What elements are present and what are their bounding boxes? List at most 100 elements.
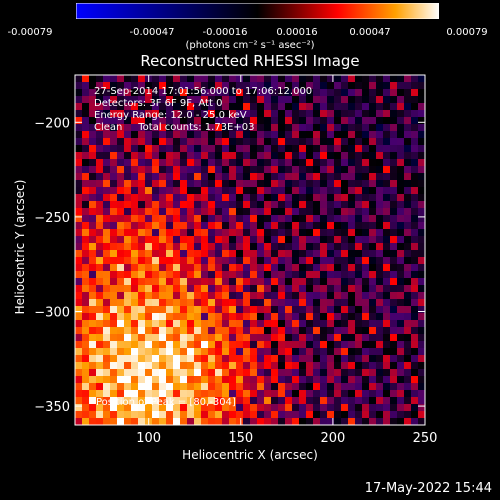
heatmap-cell xyxy=(124,243,132,251)
heatmap-cell xyxy=(348,194,356,202)
heatmap-cell xyxy=(173,404,181,412)
heatmap-cell xyxy=(362,250,370,258)
peak-position-label: Position of Peak = [80,-304] xyxy=(96,397,236,408)
heatmap-cell xyxy=(194,124,202,132)
heatmap-cell xyxy=(201,96,209,104)
heatmap-cell xyxy=(362,243,370,251)
heatmap-cell xyxy=(404,82,412,90)
heatmap-cell xyxy=(180,285,188,293)
heatmap-cell xyxy=(264,285,272,293)
heatmap-cell xyxy=(341,166,349,174)
heatmap-cell xyxy=(418,173,426,181)
heatmap-cell xyxy=(306,383,314,391)
heatmap-cell xyxy=(145,250,153,258)
heatmap-cell xyxy=(201,159,209,167)
heatmap-cell xyxy=(208,264,216,272)
heatmap-cell xyxy=(404,208,412,216)
heatmap-cell xyxy=(320,362,328,370)
heatmap-cell xyxy=(159,264,167,272)
heatmap-cell xyxy=(390,369,398,377)
colorbar-tick-label: -0.00079 xyxy=(7,27,53,38)
heatmap-cell xyxy=(215,131,223,139)
heatmap-cell xyxy=(404,320,412,328)
heatmap-cell xyxy=(334,201,342,209)
heatmap-cell xyxy=(376,229,384,237)
heatmap-cell xyxy=(159,341,167,349)
heatmap-cell xyxy=(411,222,419,230)
heatmap-cell xyxy=(264,299,272,307)
heatmap-cell xyxy=(341,152,349,160)
heatmap-cell xyxy=(124,222,132,230)
heatmap-cell xyxy=(201,383,209,391)
heatmap-cell xyxy=(215,222,223,230)
heatmap-cell xyxy=(355,292,363,300)
heatmap-cell xyxy=(348,418,356,426)
heatmap-cell xyxy=(173,348,181,356)
heatmap-cell xyxy=(222,355,230,363)
heatmap-cell xyxy=(418,250,426,258)
heatmap-cell xyxy=(138,82,146,90)
heatmap-cell xyxy=(75,166,83,174)
heatmap-cell xyxy=(222,138,230,146)
heatmap-cell xyxy=(285,152,293,160)
heatmap-cell xyxy=(236,236,244,244)
heatmap-cell xyxy=(369,138,377,146)
heatmap-cell xyxy=(131,166,139,174)
heatmap-cell xyxy=(404,145,412,153)
heatmap-cell xyxy=(145,397,153,405)
heatmap-cell xyxy=(404,327,412,335)
heatmap-cell xyxy=(75,201,83,209)
heatmap-cell xyxy=(271,271,279,279)
heatmap-cell xyxy=(222,383,230,391)
heatmap-cell xyxy=(376,299,384,307)
heatmap-cell xyxy=(131,82,139,90)
heatmap-cell xyxy=(131,355,139,363)
heatmap-cell xyxy=(117,334,125,342)
heatmap-cell xyxy=(313,215,321,223)
heatmap-cell xyxy=(236,173,244,181)
heatmap-cell xyxy=(145,159,153,167)
heatmap-cell xyxy=(145,208,153,216)
heatmap-cell xyxy=(313,208,321,216)
heatmap-cell xyxy=(229,348,237,356)
heatmap-cell xyxy=(96,257,104,265)
heatmap-cell xyxy=(334,180,342,188)
heatmap-cell xyxy=(313,383,321,391)
heatmap-cell xyxy=(257,229,265,237)
heatmap-cell xyxy=(355,313,363,321)
heatmap-cell xyxy=(131,271,139,279)
heatmap-cell xyxy=(229,145,237,153)
heatmap-cell xyxy=(152,390,160,398)
heatmap-cell xyxy=(243,299,251,307)
heatmap-cell xyxy=(411,418,419,426)
heatmap-cell xyxy=(131,313,139,321)
heatmap-cell xyxy=(96,145,104,153)
heatmap-cell xyxy=(145,278,153,286)
heatmap-cell xyxy=(418,229,426,237)
heatmap-cell xyxy=(173,138,181,146)
heatmap-cell xyxy=(208,320,216,328)
heatmap-cell xyxy=(369,145,377,153)
heatmap-cell xyxy=(173,383,181,391)
heatmap-cell xyxy=(397,138,405,146)
heatmap-cell xyxy=(257,89,265,97)
heatmap-cell xyxy=(173,418,181,426)
heatmap-cell xyxy=(131,215,139,223)
heatmap-cell xyxy=(215,306,223,314)
heatmap-cell xyxy=(201,110,209,118)
heatmap-cell xyxy=(117,222,125,230)
heatmap-cell xyxy=(89,292,97,300)
heatmap-cell xyxy=(250,145,258,153)
heatmap-cell xyxy=(383,145,391,153)
heatmap-cell xyxy=(229,131,237,139)
heatmap-cell xyxy=(285,341,293,349)
heatmap-cell xyxy=(152,362,160,370)
heatmap-cell xyxy=(110,299,118,307)
heatmap-cell xyxy=(369,355,377,363)
heatmap-cell xyxy=(264,411,272,419)
heatmap-cell xyxy=(390,187,398,195)
heatmap-cell xyxy=(257,243,265,251)
heatmap-cell xyxy=(292,348,300,356)
heatmap-cell xyxy=(292,166,300,174)
heatmap-cell xyxy=(75,271,83,279)
